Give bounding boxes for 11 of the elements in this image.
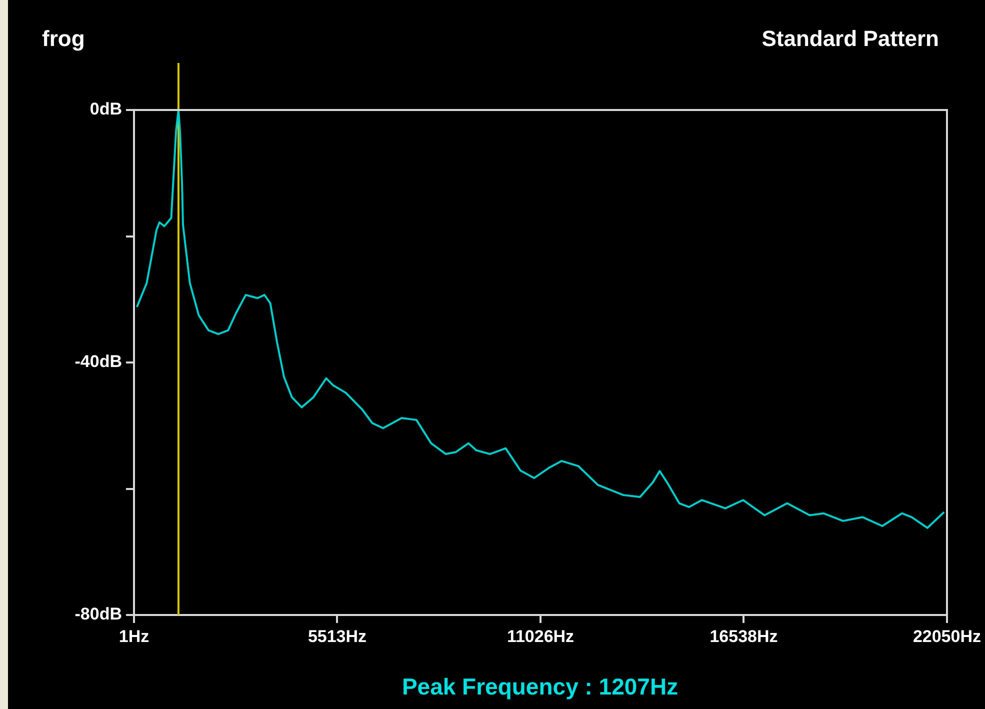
x-tick-label: 16538Hz xyxy=(710,626,778,646)
y-tick-label: 0dB xyxy=(90,100,122,119)
y-tick-label: -80dB xyxy=(74,604,122,624)
x-tick-label: 5513Hz xyxy=(308,626,367,646)
x-tick-label: 11026Hz xyxy=(506,626,574,646)
text: Peak Frequency : 1207Hz xyxy=(402,673,678,700)
y-tick-label: -40dB xyxy=(74,352,122,372)
x-tick-label: 1Hz xyxy=(118,626,150,646)
x-tick-label: 22050Hz xyxy=(912,626,982,646)
chart-subtitle: Standard Pattern xyxy=(762,26,939,52)
chart-title: frog xyxy=(42,26,85,52)
